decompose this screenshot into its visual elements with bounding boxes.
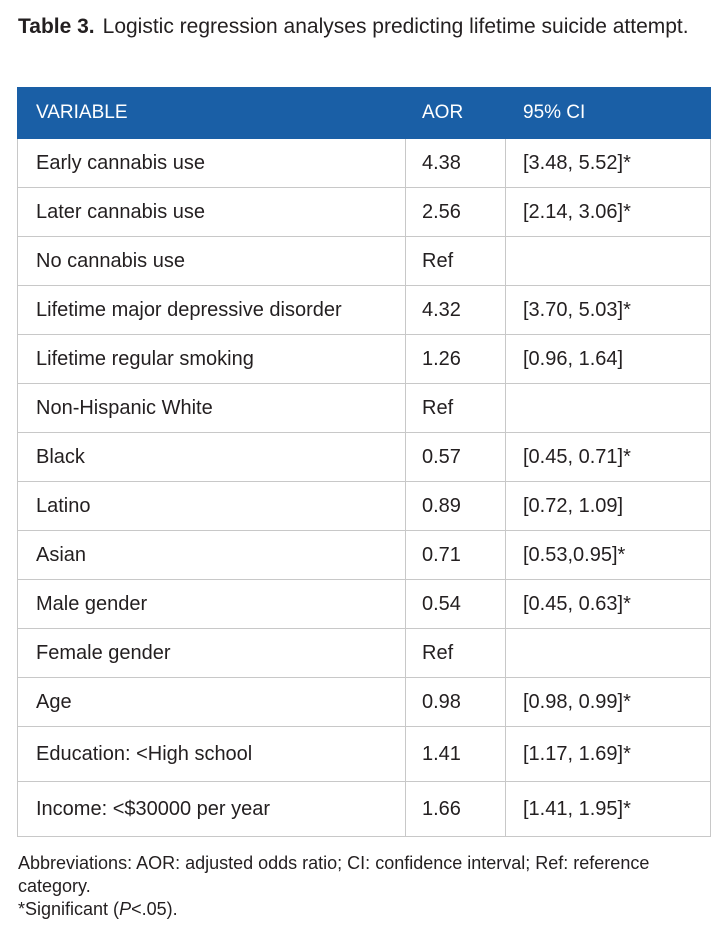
cell-ci: [0.45, 0.71]* (505, 432, 711, 482)
cell-variable: Latino (17, 481, 406, 531)
table-row: Male gender 0.54 [0.45, 0.63]* (17, 579, 711, 629)
cell-aor: 4.38 (405, 138, 506, 188)
cell-aor: 4.32 (405, 285, 506, 335)
table-row: Education: <High school 1.41 [1.17, 1.69… (17, 726, 711, 782)
table-header-row: VARIABLE AOR 95% CI (17, 87, 711, 139)
significance-note-prefix: *Significant ( (18, 899, 120, 919)
cell-ci: [0.98, 0.99]* (505, 677, 711, 727)
cell-aor: 1.66 (405, 781, 506, 837)
cell-aor: Ref (405, 628, 506, 678)
table-row: Income: <$30000 per year 1.66 [1.41, 1.9… (17, 781, 711, 837)
significance-note: *Significant (P<.05). (18, 898, 708, 921)
cell-aor: 1.26 (405, 334, 506, 384)
cell-ci (505, 383, 711, 433)
significance-note-suffix: <.05). (131, 899, 178, 919)
table-caption: Table 3. Logistic regression analyses pre… (18, 12, 708, 41)
cell-variable: Income: <$30000 per year (17, 781, 406, 837)
cell-variable: Lifetime regular smoking (17, 334, 406, 384)
table-row: Lifetime regular smoking 1.26 [0.96, 1.6… (17, 334, 711, 384)
table-row: No cannabis use Ref (17, 236, 711, 286)
table-row: Asian 0.71 [0.53,0.95]* (17, 530, 711, 580)
cell-ci: [0.53,0.95]* (505, 530, 711, 580)
table-row: Lifetime major depressive disorder 4.32 … (17, 285, 711, 335)
cell-variable: Female gender (17, 628, 406, 678)
abbreviations-note: Abbreviations: AOR: adjusted odds ratio;… (18, 853, 650, 896)
cell-ci: [0.45, 0.63]* (505, 579, 711, 629)
cell-aor: Ref (405, 236, 506, 286)
cell-aor: 2.56 (405, 187, 506, 237)
column-header-variable: VARIABLE (17, 87, 406, 139)
cell-variable: Black (17, 432, 406, 482)
table-caption-text: Logistic regression analyses predicting … (102, 15, 689, 38)
cell-ci: [1.41, 1.95]* (505, 781, 711, 837)
cell-variable: Education: <High school (17, 726, 406, 782)
cell-ci: [3.70, 5.03]* (505, 285, 711, 335)
table-footnotes: Abbreviations: AOR: adjusted odds ratio;… (18, 852, 708, 921)
cell-ci: [0.96, 1.64] (505, 334, 711, 384)
cell-aor: Ref (405, 383, 506, 433)
table-row: Black 0.57 [0.45, 0.71]* (17, 432, 711, 482)
cell-variable: Age (17, 677, 406, 727)
cell-aor: 0.57 (405, 432, 506, 482)
cell-ci: [2.14, 3.06]* (505, 187, 711, 237)
cell-aor: 1.41 (405, 726, 506, 782)
table-caption-label: Table 3. (18, 15, 95, 38)
table-row: Age 0.98 [0.98, 0.99]* (17, 677, 711, 727)
column-header-ci: 95% CI (505, 87, 711, 139)
table-row: Later cannabis use 2.56 [2.14, 3.06]* (17, 187, 711, 237)
cell-variable: No cannabis use (17, 236, 406, 286)
cell-variable: Asian (17, 530, 406, 580)
regression-table: VARIABLE AOR 95% CI Early cannabis use 4… (17, 87, 711, 837)
cell-ci: [3.48, 5.52]* (505, 138, 711, 188)
table-row: Early cannabis use 4.38 [3.48, 5.52]* (17, 138, 711, 188)
cell-ci: [1.17, 1.69]* (505, 726, 711, 782)
cell-variable: Lifetime major depressive disorder (17, 285, 406, 335)
column-header-aor: AOR (405, 87, 506, 139)
table-row: Non-Hispanic White Ref (17, 383, 711, 433)
cell-aor: 0.54 (405, 579, 506, 629)
cell-ci (505, 628, 711, 678)
cell-ci (505, 236, 711, 286)
cell-variable: Early cannabis use (17, 138, 406, 188)
cell-aor: 0.98 (405, 677, 506, 727)
cell-aor: 0.89 (405, 481, 506, 531)
table-row: Latino 0.89 [0.72, 1.09] (17, 481, 711, 531)
cell-aor: 0.71 (405, 530, 506, 580)
table-row: Female gender Ref (17, 628, 711, 678)
cell-ci: [0.72, 1.09] (505, 481, 711, 531)
cell-variable: Non-Hispanic White (17, 383, 406, 433)
cell-variable: Later cannabis use (17, 187, 406, 237)
cell-variable: Male gender (17, 579, 406, 629)
significance-note-p: P (119, 899, 132, 919)
